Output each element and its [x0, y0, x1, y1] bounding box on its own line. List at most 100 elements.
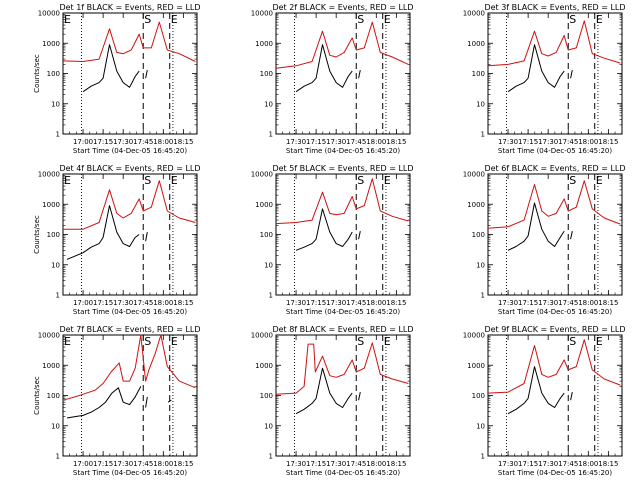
y-tick-label: 100: [260, 70, 273, 78]
x-tick-label: 18:00: [578, 460, 598, 468]
chart-title: Det 9f BLACK = Events, RED = LLD: [484, 325, 625, 334]
event-marker-label: E: [596, 174, 603, 187]
x-tick-label: 17:45: [346, 299, 366, 307]
x-tick-label: 17:45: [133, 138, 153, 146]
y-tick-label: 10000: [38, 332, 60, 340]
x-tick-label: 17:30: [538, 299, 558, 307]
lld-series-line: [63, 180, 196, 230]
chart-panel: Det 1f BLACK = Events, RED = LLD 1 10 100 10…: [33, 3, 201, 155]
plot-frame: [487, 12, 623, 135]
lld-series-line: [487, 20, 621, 67]
event-marker-label: E: [384, 335, 391, 348]
y-tick-label: 100: [47, 392, 60, 400]
events-series-line: [295, 367, 361, 415]
x-tick-label: 17:30: [538, 138, 558, 146]
event-marker-label: S: [569, 13, 576, 26]
x-tick-label: 17:45: [558, 138, 578, 146]
x-tick-label: 18:15: [173, 299, 193, 307]
chart-title: Det 7f BLACK = Events, RED = LLD: [59, 325, 200, 334]
y-tick-label: 1000: [255, 40, 273, 48]
y-tick-label: 1000: [42, 201, 60, 209]
x-tick-label: 17:00: [73, 460, 93, 468]
x-tick-label: 17:15: [518, 460, 538, 468]
y-axis-label: Counts/sec: [33, 376, 41, 415]
event-marker-label: S: [144, 335, 151, 348]
y-tick-label: 10: [51, 100, 60, 108]
x-tick-label: 18:15: [173, 138, 193, 146]
x-axis-label: Start Time (04-Dec-05 16:45:20): [498, 147, 612, 155]
lld-series-line: [275, 178, 409, 225]
events-series-line: [82, 44, 148, 93]
y-tick-label: 100: [472, 392, 485, 400]
x-tick-label: 17:30: [326, 138, 346, 146]
chart-title: Det 3f BLACK = Events, RED = LLD: [484, 3, 625, 12]
x-tick-label: 18:00: [366, 138, 386, 146]
y-tick-label: 10: [476, 261, 485, 269]
x-tick-label: 17:15: [518, 138, 538, 146]
y-tick-label: 1: [56, 453, 60, 461]
x-tick-label: 17:00: [73, 299, 93, 307]
x-tick-label: 18:00: [366, 460, 386, 468]
event-marker-label: E: [171, 335, 178, 348]
events-series-line: [507, 44, 573, 93]
plot-frame: [487, 173, 623, 296]
event-marker-label: S: [144, 13, 151, 26]
edge-marker-label: E: [64, 335, 71, 348]
y-tick-label: 1: [56, 292, 60, 300]
x-tick-label: 17:45: [133, 460, 153, 468]
chart-title: Det 4f BLACK = Events, RED = LLD: [59, 164, 200, 173]
x-tick-label: 18:00: [578, 299, 598, 307]
plot-frame: [487, 334, 623, 457]
x-tick-label: 18:00: [366, 299, 386, 307]
y-tick-label: 1000: [42, 362, 60, 370]
chart-title: Det 5f BLACK = Events, RED = LLD: [272, 164, 413, 173]
events-series-line: [66, 205, 148, 260]
x-tick-label: 17:45: [346, 460, 366, 468]
x-axis-label: Start Time (04-Dec-05 16:45:20): [286, 308, 400, 316]
y-tick-label: 10: [264, 422, 273, 430]
x-tick-label: 18:00: [153, 299, 173, 307]
x-tick-label: 18:15: [386, 138, 406, 146]
y-tick-label: 10: [264, 261, 273, 269]
x-axis-label: Start Time (04-Dec-05 16:45:20): [73, 308, 187, 316]
y-tick-label: 100: [472, 70, 485, 78]
y-tick-label: 10: [476, 100, 485, 108]
y-tick-label: 100: [472, 231, 485, 239]
x-tick-label: 18:15: [386, 299, 406, 307]
chart-panel: Det 8f BLACK = Events, RED = LLD 1 10 100 10…: [251, 325, 414, 477]
x-tick-label: 17:45: [558, 460, 578, 468]
x-tick-label: 17:30: [498, 138, 518, 146]
chart-panel: Det 9f BLACK = Events, RED = LLD 1 10 100 10…: [463, 325, 626, 477]
y-tick-label: 1: [481, 453, 485, 461]
event-marker-label: E: [384, 174, 391, 187]
chart-title: Det 2f BLACK = Events, RED = LLD: [272, 3, 413, 12]
x-tick-label: 17:15: [93, 299, 113, 307]
x-tick-label: 18:15: [386, 460, 406, 468]
events-series-line: [507, 366, 573, 415]
chart-panel: Det 6f BLACK = Events, RED = LLD 1 10 100 10…: [463, 164, 626, 316]
event-marker-label: E: [384, 13, 391, 26]
x-tick-label: 17:45: [133, 299, 153, 307]
event-marker-label: S: [357, 174, 364, 187]
x-tick-label: 17:30: [113, 460, 133, 468]
events-series-line: [507, 202, 573, 251]
event-marker-label: E: [171, 174, 178, 187]
x-tick-label: 17:30: [286, 299, 306, 307]
events-series-line: [295, 208, 361, 251]
lld-series-line: [62, 334, 196, 401]
x-tick-label: 18:00: [153, 460, 173, 468]
y-tick-label: 100: [47, 70, 60, 78]
y-tick-label: 100: [260, 231, 273, 239]
chart-title: Det 6f BLACK = Events, RED = LLD: [484, 164, 625, 173]
x-tick-label: 17:30: [113, 138, 133, 146]
lld-series-line: [275, 342, 409, 395]
y-tick-label: 10000: [38, 10, 60, 18]
lld-series-line: [62, 21, 196, 62]
y-tick-label: 1: [269, 292, 273, 300]
x-tick-label: 17:15: [93, 138, 113, 146]
y-tick-label: 10: [476, 422, 485, 430]
x-tick-label: 17:15: [306, 138, 326, 146]
y-tick-label: 1000: [255, 201, 273, 209]
y-tick-label: 1000: [467, 40, 485, 48]
